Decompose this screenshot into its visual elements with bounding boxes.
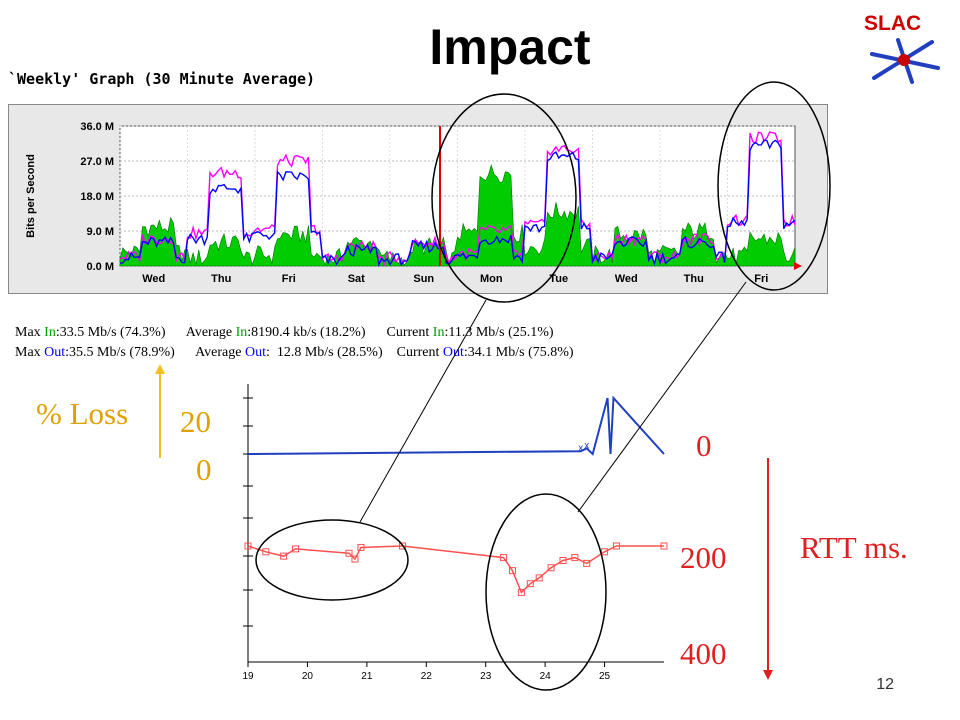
rtt-point [244,542,252,550]
rtt-point [547,564,555,572]
stats-avg-label: Average [195,345,245,360]
x-tick-label: Sun [413,273,434,285]
rtt-point [280,552,288,560]
rtt-tick-400: 400 [680,636,727,671]
x-tick-label: Thu [211,273,231,285]
rtt-point [583,559,591,567]
y-tick-label: 36.0 M [80,121,114,133]
rtt-point [571,554,579,562]
y-tick-label: 18.0 M [80,191,114,203]
x-tick-label: 24 [540,671,552,682]
rtt-point [660,542,668,550]
loss-marker: x [584,440,589,451]
slide-title: Impact [429,19,591,75]
loss-rtt-plot-area [248,384,664,662]
in-traffic-area [119,164,796,267]
stats-cur-label: Current [396,345,443,360]
rtt-point [399,542,407,550]
stats-max-value: :35.5 Mb/s (78.9%) [65,345,175,360]
highlight-ellipse-fri [717,81,831,291]
connector-right [577,281,747,513]
rtt-point [559,557,567,564]
out-traffic-lines [119,131,796,268]
stats-row-in: Max In:33.5 Mb/s (74.3%) Average In:8190… [8,309,554,341]
stats-out-label: Out [44,345,66,360]
loss-tick-bottom: 0 [196,452,212,487]
stats-max-value: :33.5 Mb/s (74.3%) [55,325,166,340]
mrtg-weekly-graph: 0.0 M 9.0 M 18.0 M 27.0 M 36.0 M Wed Thu Fri Sa… [8,104,828,294]
x-tick-label: 21 [361,671,373,682]
rtt-point [292,545,300,553]
highlight-ellipse-mon [431,93,577,303]
rtt-point [500,554,508,562]
stats-avg-label: Average [185,325,236,340]
y-axis-ticks: 0.0 M 9.0 M 18.0 M 27.0 M 36.0 M [80,121,114,273]
stats-avg-value: : 12.8 Mb/s (28.5%) [265,345,383,360]
rtt-label: RTT ms. [800,530,908,565]
x-axis-ticks: Wed Thu Fri Sat Sun Mon Tue Wed Thu Fri [142,273,768,285]
rtt-point [351,555,359,563]
y-axis-label: Bits per Second [25,154,37,238]
mrtg-graph-title: `Weekly' Graph (30 Minute Average) [8,70,316,88]
rtt-series [244,542,668,596]
highlight-ellipse-rtt-left [255,519,409,601]
x-tick-label: Mon [480,273,503,285]
rtt-point [526,580,534,588]
y-tick-label: 27.0 M [80,156,114,168]
rtt-point [262,548,270,556]
x-tick-label: Thu [684,273,704,285]
stats-cur-kind: In [432,325,445,340]
x-tick-label: 20 [302,671,314,682]
x-tick-label: 22 [421,671,433,682]
stats-row-out: Max Out:35.5 Mb/s (78.9%) Average Out: 1… [8,329,574,361]
in-area [119,164,796,267]
x-tick-label: Fri [282,273,296,285]
axis-arrow [794,262,802,270]
x-tick-label: Tue [549,273,568,285]
x-tick-label: Wed [615,273,638,285]
loss-axis-arrow [155,364,165,458]
highlight-ellipse-rtt-right [485,493,607,691]
stats-in-label: In [44,325,56,340]
loss-label: % Loss [36,396,129,431]
loss-tick-top: 20 [180,404,211,439]
rtt-line [247,545,664,594]
x-tick-label: Sat [348,273,365,285]
stats-max-prefix: Max [15,325,45,340]
stats-max-prefix: Max [15,345,45,360]
slac-logo-center [898,54,910,66]
rtt-point [508,567,516,575]
rtt-tick-200: 200 [680,540,727,575]
stats-cur-value: :34.1 Mb/s (75.8%) [463,345,574,360]
y-tick-label: 9.0 M [86,226,114,238]
x-tick-label: 19 [242,671,254,682]
x-tick-label: 25 [599,671,611,682]
stats-avg-kind: Out [244,345,266,360]
rtt-point [357,543,365,551]
stats-avg-value: :8190.4 kb/s (18.2%) [247,325,366,340]
x-tick-label: Fri [754,273,768,285]
rtt-point [517,588,525,596]
stats-avg-kind: In [235,325,248,340]
out-line [119,139,796,268]
y-tick-label: 0.0 M [86,261,114,273]
x-tick-label: 23 [480,671,492,682]
stats-cur-label: Current [386,325,433,340]
loss-rtt-x-ticks: 19 20 21 22 23 24 25 [242,662,611,682]
rtt-axis-arrow [763,458,773,680]
rtt-tick-0: 0 [696,428,712,463]
slac-logo: SLAC [864,12,940,84]
x-tick-label: Wed [142,273,165,285]
loss-marker: x [578,443,583,454]
rtt-point [612,542,620,550]
rtt-point [345,549,353,557]
connector-left [359,299,487,523]
page-number: 12 [876,676,894,693]
rtt-point [535,574,543,582]
loss-line [247,395,665,456]
slac-logo-text: SLAC [864,12,921,35]
max-out-line [119,131,796,267]
